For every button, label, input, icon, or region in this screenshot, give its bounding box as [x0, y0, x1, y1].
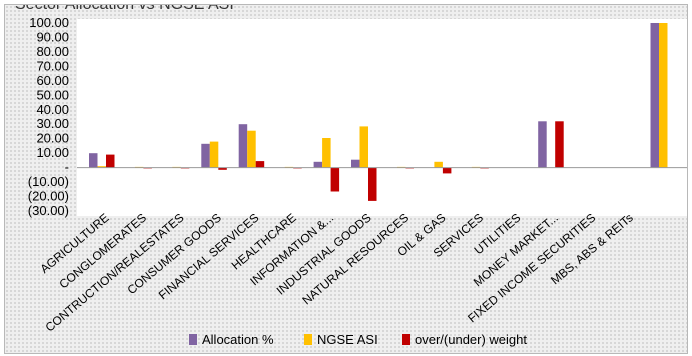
legend-swatch	[304, 334, 312, 345]
bar-over-under-weight	[255, 161, 265, 168]
bar-over-under-weight	[368, 167, 377, 201]
y-tick-label: 80.00	[36, 44, 69, 59]
bar-allocation-	[238, 124, 248, 168]
bar-over-under-weight	[330, 167, 340, 192]
bar-allocation-	[313, 161, 323, 168]
y-tick-label: (10.00)	[28, 174, 69, 189]
bar-ngse-asi	[247, 130, 256, 168]
y-tick-label: 100.00	[29, 15, 69, 30]
bar-allocation-	[351, 159, 360, 168]
bar-over-under-weight	[106, 154, 115, 168]
bar-ngse-asi	[322, 138, 331, 168]
legend-swatch	[402, 334, 410, 345]
bar-ngse-asi	[359, 126, 368, 168]
chart-svg: 100.0090.0080.0070.0060.0050.0040.0030.0…	[28, 15, 687, 347]
y-tick-label: 30.00	[36, 116, 69, 131]
legend-swatch	[189, 334, 197, 345]
chart-frame: Sector Allocation vs NGSE ASI 100.00 90.0…	[4, 4, 688, 354]
bar-over-under-weight	[442, 167, 452, 174]
page-title: Sector Allocation vs NGSE ASI	[15, 4, 234, 13]
y-tick-label: (20.00)	[28, 189, 69, 204]
y-tick-label: 20.00	[36, 131, 69, 146]
y-tick-label: (30.00)	[28, 203, 69, 218]
bar-allocation-	[538, 121, 547, 168]
bar-ngse-asi	[434, 161, 443, 168]
bar-ngse-asi	[97, 166, 106, 168]
bar-ngse-asi	[659, 23, 668, 168]
legend-label: NGSE ASI	[317, 332, 378, 347]
y-tick-label: 90.00	[36, 29, 69, 44]
y-tick-label: 10.00	[36, 145, 69, 160]
x-axis-labels: AGRICULTURECONGLOMERATESCONTRUCTION/REAL…	[37, 211, 635, 335]
bar-allocation-	[89, 153, 98, 168]
legend-label: over/(under) weight	[415, 332, 527, 347]
bar-ngse-asi	[209, 141, 219, 168]
y-tick-label: 40.00	[36, 102, 69, 117]
y-tick-label: -	[65, 160, 69, 175]
bar-over-under-weight	[218, 167, 227, 170]
plot-area	[77, 19, 687, 216]
y-axis: 100.0090.0080.0070.0060.0050.0040.0030.0…	[28, 15, 69, 218]
bars	[89, 23, 668, 201]
category-label: CONTRUCTION/REALESTATES	[43, 211, 187, 335]
legend: Allocation % NGSE ASI over/(under) weight	[189, 332, 527, 347]
bar-over-under-weight	[555, 121, 564, 168]
bar-allocation-	[201, 143, 210, 168]
legend-label: Allocation %	[202, 332, 274, 347]
y-tick-label: 70.00	[36, 58, 69, 73]
bar-allocation-	[650, 23, 659, 168]
y-tick-label: 60.00	[36, 73, 69, 88]
y-tick-label: 50.00	[36, 87, 69, 102]
